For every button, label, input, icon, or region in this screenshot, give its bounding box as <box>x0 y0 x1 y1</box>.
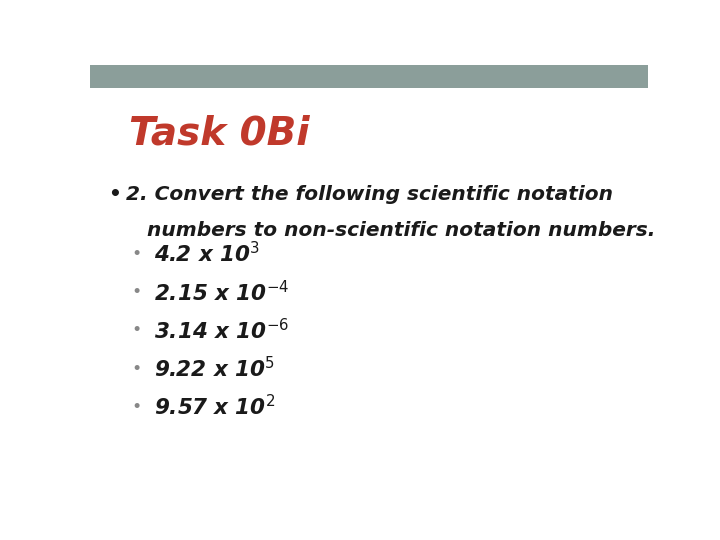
Text: 9.57 x 10$^{2}$: 9.57 x 10$^{2}$ <box>154 394 275 420</box>
Text: 9.22 x 10$^{5}$: 9.22 x 10$^{5}$ <box>154 356 275 381</box>
Text: •: • <box>108 185 121 204</box>
Text: •: • <box>132 360 142 378</box>
Text: Task 0Bi: Task 0Bi <box>129 114 310 153</box>
Text: 4.2 x 10$^{3}$: 4.2 x 10$^{3}$ <box>154 241 260 267</box>
Text: •: • <box>132 245 142 263</box>
Text: 2. Convert the following scientific notation: 2. Convert the following scientific nota… <box>126 185 613 204</box>
Text: •: • <box>132 398 142 416</box>
Text: •: • <box>132 321 142 340</box>
Text: 2.15 x 10$^{-4}$: 2.15 x 10$^{-4}$ <box>154 280 289 305</box>
Text: 3.14 x 10$^{-6}$: 3.14 x 10$^{-6}$ <box>154 318 289 343</box>
Text: •: • <box>132 284 142 301</box>
FancyBboxPatch shape <box>90 65 648 87</box>
Text: numbers to non-scientific notation numbers.: numbers to non-scientific notation numbe… <box>126 221 656 240</box>
